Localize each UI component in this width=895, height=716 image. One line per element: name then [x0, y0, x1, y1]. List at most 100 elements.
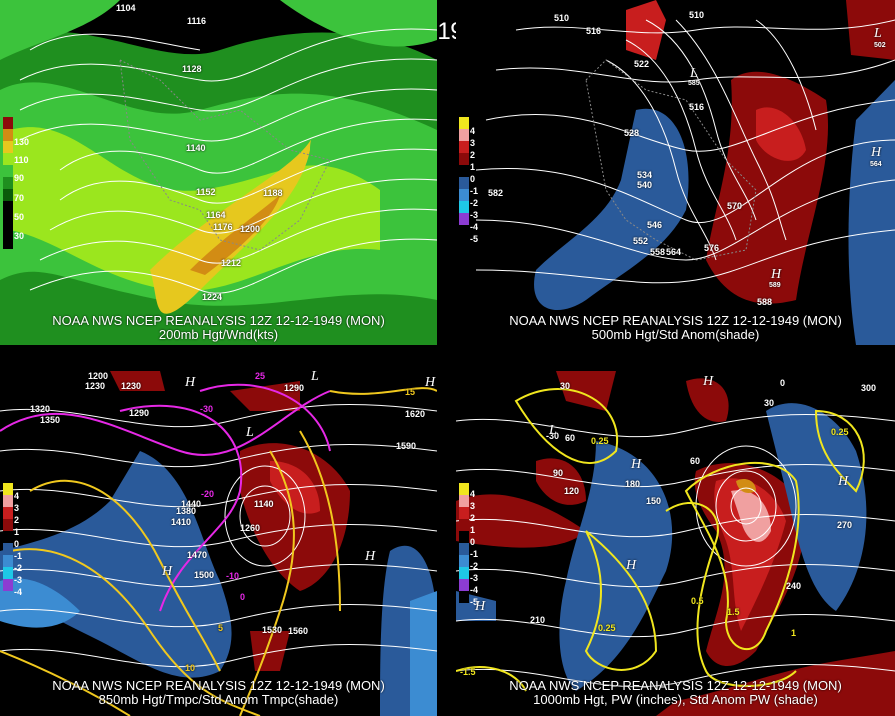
contour-label: 1224 — [202, 292, 223, 302]
contour-label: 570 — [727, 201, 743, 211]
high-pressure-marker: H — [631, 457, 642, 472]
panel-1000mb-map — [456, 371, 895, 716]
temperature-label: 10 — [185, 663, 196, 673]
legend-label: -5 — [470, 234, 479, 244]
contour-label: 1152 — [196, 187, 216, 197]
legend-label: 30 — [14, 231, 25, 241]
panel-200mb-subcaption: 200mb Hgt/Wnd(kts) — [158, 327, 279, 342]
contour-label: 558 — [650, 247, 666, 257]
contour-label: 552 — [633, 236, 649, 246]
contour-label: -30 — [546, 431, 560, 441]
legend-label: 0 — [14, 539, 20, 549]
panel-500mb-caption: NOAA NWS NCEP REANALYSIS 12Z 12-12-1949 … — [509, 313, 842, 328]
legend-label: 1 — [470, 525, 476, 535]
legend-label: -2 — [14, 563, 23, 573]
contour-label: -1.5 — [460, 667, 476, 677]
legend-label: 2 — [470, 513, 476, 523]
contour-label: 564 — [666, 247, 682, 257]
legend-label: 0 — [470, 537, 476, 547]
contour-label: 60 — [690, 456, 701, 466]
legend-label: 3 — [14, 503, 20, 513]
high-pressure-marker: H — [838, 474, 849, 489]
contour-label: 1104 — [116, 3, 136, 13]
panel-200mb: 130 110 90 70 50 30 1104 1116 1128 1140 … — [0, 0, 437, 345]
contour-label: 1164 — [206, 210, 226, 220]
contour-label: 1470 — [187, 550, 208, 560]
center-value-label: 589 — [769, 282, 781, 289]
legend-label: 110 — [14, 155, 29, 165]
legend-label: 4 — [470, 126, 476, 136]
pw-label: 1.5 — [727, 607, 740, 617]
low-pressure-marker: L — [311, 371, 319, 384]
legend-label: -1 — [470, 549, 479, 559]
legend-label: -2 — [470, 561, 479, 571]
legend-label: 90 — [14, 173, 25, 183]
contour-label: 30 — [560, 381, 571, 391]
center-value-label: 502 — [874, 42, 886, 49]
temperature-label: -30 — [200, 404, 214, 414]
high-pressure-marker: H — [626, 558, 637, 573]
high-pressure-marker: H — [871, 145, 882, 160]
panel-1000mb: 4 3 2 1 0 -1 -2 -3 -4 -5 -30 30 60 90 12… — [456, 371, 895, 716]
low-pressure-marker: L — [549, 423, 557, 438]
contour-label: 0 — [780, 378, 786, 388]
pw-label: 1 — [791, 628, 797, 638]
legend-label: 50 — [14, 212, 25, 222]
legend-label: -3 — [470, 210, 479, 220]
contour-label: 1290 — [129, 408, 150, 418]
high-pressure-marker: H — [771, 267, 782, 282]
contour-label: 240 — [786, 581, 802, 591]
contour-label: 1530 — [262, 625, 283, 635]
legend-label: 1 — [14, 527, 20, 537]
contour-label: 582 — [488, 188, 504, 198]
contour-label: 1380 — [176, 506, 197, 516]
contour-label: 1200 — [240, 224, 261, 234]
center-value-label: 564 — [870, 161, 882, 168]
contour-label: 180 — [625, 479, 641, 489]
legend-label: -3 — [470, 573, 479, 583]
contour-label: 1116 — [187, 16, 207, 26]
contour-label: 522 — [634, 59, 650, 69]
contour-label: 534 — [637, 170, 653, 180]
legend-label: -2 — [470, 198, 479, 208]
legend-label: 4 — [14, 491, 20, 501]
low-pressure-marker: L — [874, 26, 882, 41]
legend-label: 2 — [470, 150, 476, 160]
legend-label: 3 — [470, 138, 476, 148]
high-pressure-marker: H — [703, 374, 714, 389]
legend-label: -4 — [470, 585, 479, 595]
high-pressure-marker: H — [185, 375, 196, 390]
contour-label: 1620 — [405, 409, 426, 419]
panel-500mb: 4 3 2 1 0 -1 -2 -3 -4 -5 510 516 522 528… — [456, 0, 895, 345]
anomaly-legend — [3, 483, 13, 591]
contour-label: 510 — [554, 13, 570, 23]
panel-1000mb-caption: NOAA NWS NCEP REANALYSIS 12Z 12-12-1949 … — [509, 678, 842, 693]
pw-label: 0.25 — [831, 427, 849, 437]
legend-label: -1 — [470, 186, 479, 196]
panel-500mb-subcaption: 500mb Hgt/Std Anom(shade) — [591, 327, 760, 342]
high-pressure-marker: H — [365, 549, 376, 564]
pw-label: 0.5 — [691, 596, 704, 606]
panel-850mb-subcaption: 850mb Hgt/Tmpc/Std Anom Tmpc(shade) — [98, 692, 339, 707]
legend-label: 0 — [470, 174, 476, 184]
panel-850mb-caption: NOAA NWS NCEP REANALYSIS 12Z 12-12-1949 … — [52, 678, 385, 693]
contour-label: 528 — [624, 128, 640, 138]
low-pressure-marker: L — [690, 66, 698, 81]
contour-label: 1260 — [240, 523, 261, 533]
contour-label: 546 — [647, 220, 663, 230]
panel-850mb-map — [0, 371, 437, 716]
contour-label: 1176 — [213, 222, 233, 232]
contour-label: 1290 — [284, 383, 305, 393]
legend-label: 2 — [14, 515, 20, 525]
center-value-label: 585 — [688, 80, 700, 87]
contour-label: 576 — [704, 243, 720, 253]
contour-label: 1230 — [121, 381, 142, 391]
contour-label: 270 — [837, 520, 853, 530]
legend-label: 3 — [470, 501, 476, 511]
legend-label: 4 — [470, 489, 476, 499]
panel-200mb-caption: NOAA NWS NCEP REANALYSIS 12Z 12-12-1949 … — [52, 313, 385, 328]
contour-label: 300 — [861, 383, 877, 393]
contour-label: 1140 — [254, 499, 274, 509]
contour-label: 30 — [764, 398, 775, 408]
temperature-label: -10 — [226, 571, 240, 581]
